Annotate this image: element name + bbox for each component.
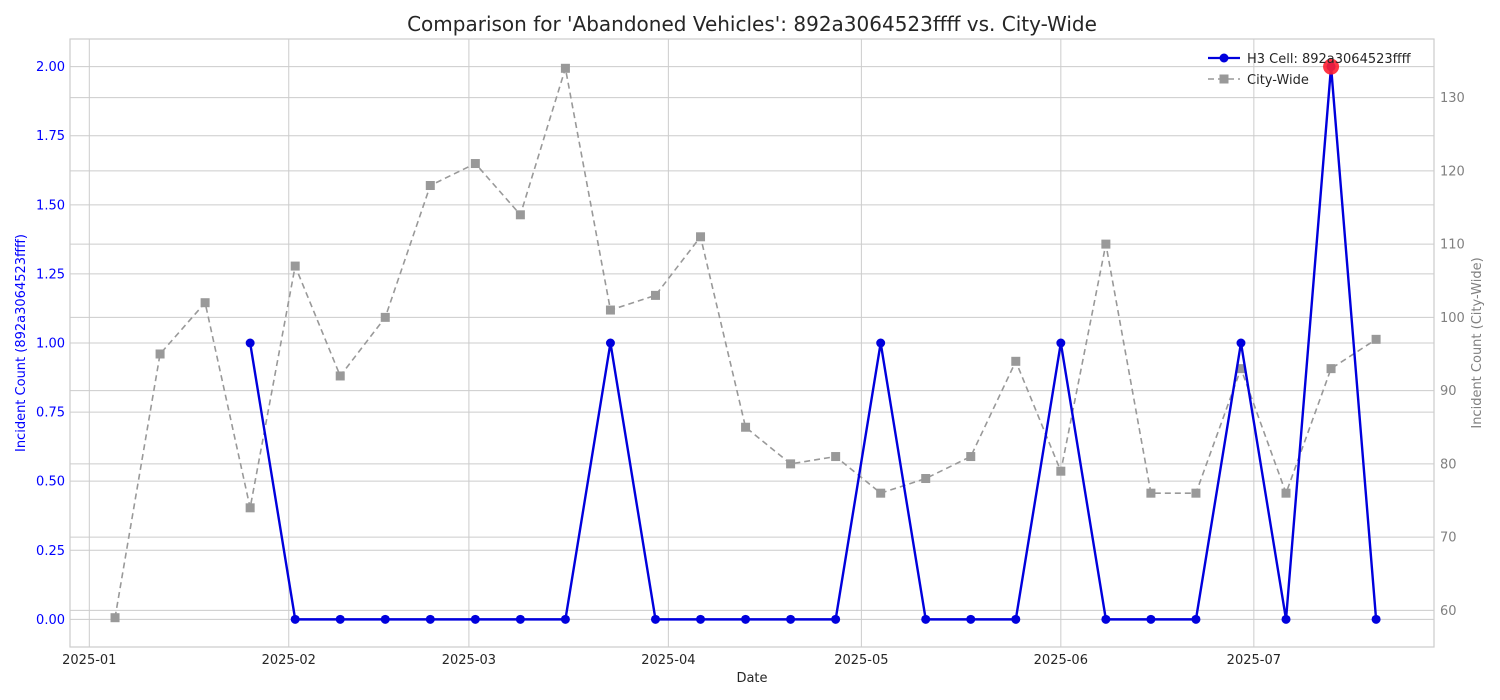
y-left-tick-label: 0.75 (36, 406, 65, 421)
data-point-city-wide (1056, 466, 1066, 476)
y-left-tick-label: 1.75 (36, 129, 65, 144)
y-left-tick-label: 2.00 (36, 60, 65, 75)
data-point-h3-cell (335, 614, 345, 624)
data-point-city-wide (515, 210, 525, 220)
data-point-h3-cell (245, 338, 255, 348)
x-tick-label: 2025-03 (442, 653, 496, 668)
data-point-city-wide (1011, 356, 1021, 366)
data-point-h3-cell (1236, 338, 1246, 348)
data-point-city-wide (921, 474, 931, 484)
x-tick-label: 2025-04 (641, 653, 695, 668)
data-point-h3-cell (380, 614, 390, 624)
data-point-city-wide (1371, 334, 1381, 344)
x-tick-label: 2025-05 (834, 653, 888, 668)
data-point-city-wide (831, 452, 841, 462)
plot-frame (69, 38, 1435, 648)
y-right-tick-label: 60 (1440, 604, 1457, 619)
data-point-city-wide (1191, 488, 1201, 498)
data-point-h3-cell (741, 614, 751, 624)
y-right-tick-label: 70 (1440, 531, 1457, 546)
y-left-tick-label: 1.50 (36, 198, 65, 213)
data-point-h3-cell (876, 338, 886, 348)
data-point-city-wide (335, 371, 345, 381)
data-point-h3-cell (560, 614, 570, 624)
legend-swatch-h3-marker (1219, 53, 1229, 63)
legend-label-city: City-Wide (1247, 73, 1309, 88)
y-left-tick-label: 1.25 (36, 267, 65, 282)
data-point-city-wide (425, 181, 435, 191)
data-point-city-wide (560, 63, 570, 73)
series-line-city-wide (114, 68, 1377, 618)
data-point-h3-cell (966, 614, 976, 624)
y-right-axis-label: Incident Count (City-Wide) (1470, 257, 1485, 428)
y-left-tick-label: 0.25 (36, 544, 65, 559)
data-point-h3-cell (470, 614, 480, 624)
data-point-city-wide (650, 290, 660, 300)
data-point-city-wide (876, 488, 886, 498)
data-point-h3-cell (1101, 614, 1111, 624)
y-right-tick-label: 130 (1440, 91, 1465, 106)
data-point-city-wide (786, 459, 796, 469)
x-tick-label: 2025-07 (1227, 653, 1281, 668)
data-point-h3-cell (1011, 614, 1021, 624)
y-right-tick-label: 90 (1440, 384, 1457, 399)
ticks-layer: 2025-01 2025-02 2025-03 2025-04 2025-05 2025-… (36, 60, 1465, 668)
data-point-city-wide (696, 232, 706, 242)
data-point-city-wide (1146, 488, 1156, 498)
series-line-h3-cell (248, 66, 1378, 621)
data-point-city-wide (1236, 364, 1246, 374)
data-point-h3-cell (290, 614, 300, 624)
data-point-h3-cell (605, 338, 615, 348)
data-point-city-wide (380, 312, 390, 322)
data-point-h3-cell (831, 614, 841, 624)
data-point-h3-cell (696, 614, 706, 624)
data-point-h3-cell (1191, 614, 1201, 624)
data-point-city-wide (1101, 239, 1111, 249)
x-tick-label: 2025-01 (62, 653, 116, 668)
y-left-axis-label: Incident Count (892a3064523ffff) (14, 234, 29, 452)
data-point-h3-cell (650, 614, 660, 624)
y-right-tick-label: 120 (1440, 164, 1465, 179)
data-point-city-wide (1281, 488, 1291, 498)
legend-swatch-city-marker (1219, 74, 1229, 84)
data-point-h3-cell (1056, 338, 1066, 348)
x-tick-label: 2025-06 (1034, 653, 1088, 668)
data-point-h3-cell (1281, 614, 1291, 624)
data-point-h3-cell (921, 614, 931, 624)
y-right-tick-label: 80 (1440, 457, 1457, 472)
data-point-city-wide (245, 503, 255, 513)
data-point-h3-cell (786, 614, 796, 624)
y-left-tick-label: 0.00 (36, 613, 65, 628)
data-point-city-wide (470, 159, 480, 169)
data-point-city-wide (155, 349, 165, 359)
y-right-tick-label: 100 (1440, 311, 1465, 326)
legend-label-h3: H3 Cell: 892a3064523ffff (1247, 52, 1412, 67)
data-point-h3-cell (1371, 614, 1381, 624)
y-left-tick-label: 1.00 (36, 337, 65, 352)
data-point-city-wide (290, 261, 300, 271)
data-point-h3-cell (1146, 614, 1156, 624)
data-point-h3-cell (515, 614, 525, 624)
legend: H3 Cell: 892a3064523ffff City-Wide (1208, 52, 1412, 88)
series-layer (110, 58, 1381, 624)
grid-layer (70, 39, 1434, 647)
data-point-city-wide (1326, 364, 1336, 374)
data-point-city-wide (605, 305, 615, 315)
data-point-h3-cell (425, 614, 435, 624)
data-point-city-wide (741, 422, 751, 432)
data-point-city-wide (966, 452, 976, 462)
y-left-tick-label: 0.50 (36, 475, 65, 490)
highlight-marker (1323, 58, 1340, 75)
data-point-city-wide (110, 613, 120, 623)
x-tick-label: 2025-02 (262, 653, 316, 668)
x-axis-label: Date (736, 671, 767, 686)
chart-title: Comparison for 'Abandoned Vehicles': 892… (407, 12, 1097, 36)
data-point-city-wide (200, 298, 210, 308)
y-right-tick-label: 110 (1440, 238, 1465, 253)
